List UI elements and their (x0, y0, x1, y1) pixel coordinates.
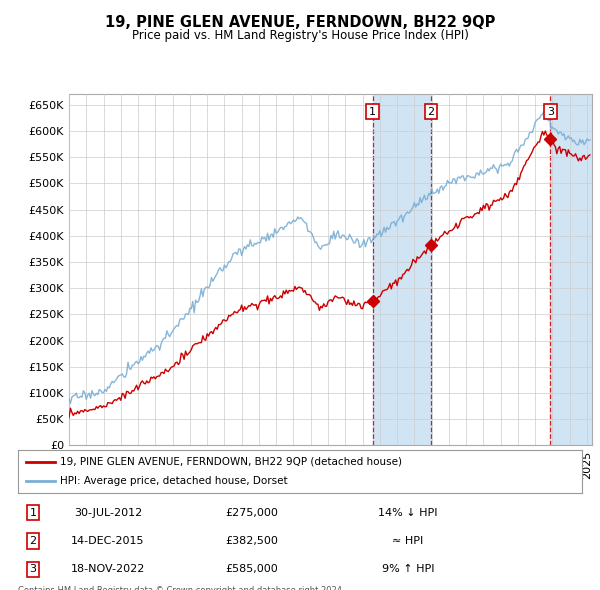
Text: 3: 3 (547, 107, 554, 117)
Bar (373, 94, 431, 445)
Text: £382,500: £382,500 (226, 536, 278, 546)
Text: 9% ↑ HPI: 9% ↑ HPI (382, 565, 434, 574)
Text: 18-NOV-2022: 18-NOV-2022 (71, 565, 145, 574)
Text: 19, PINE GLEN AVENUE, FERNDOWN, BH22 9QP (detached house): 19, PINE GLEN AVENUE, FERNDOWN, BH22 9QP… (60, 457, 403, 467)
Text: 19, PINE GLEN AVENUE, FERNDOWN, BH22 9QP: 19, PINE GLEN AVENUE, FERNDOWN, BH22 9QP (105, 15, 495, 30)
Text: 14% ↓ HPI: 14% ↓ HPI (378, 508, 438, 517)
Text: 14-DEC-2015: 14-DEC-2015 (71, 536, 145, 546)
Text: 1: 1 (29, 508, 37, 517)
Text: 3: 3 (29, 565, 37, 574)
Text: £585,000: £585,000 (226, 565, 278, 574)
Text: 1: 1 (369, 107, 376, 117)
Text: ≈ HPI: ≈ HPI (392, 536, 424, 546)
Text: Contains HM Land Registry data © Crown copyright and database right 2024.: Contains HM Land Registry data © Crown c… (18, 586, 344, 590)
Text: 2: 2 (427, 107, 434, 117)
Text: Price paid vs. HM Land Registry's House Price Index (HPI): Price paid vs. HM Land Registry's House … (131, 30, 469, 42)
Bar (550, 94, 592, 445)
Text: £275,000: £275,000 (226, 508, 278, 517)
Text: 30-JUL-2012: 30-JUL-2012 (74, 508, 142, 517)
Text: 2: 2 (29, 536, 37, 546)
Text: HPI: Average price, detached house, Dorset: HPI: Average price, detached house, Dors… (60, 476, 288, 486)
